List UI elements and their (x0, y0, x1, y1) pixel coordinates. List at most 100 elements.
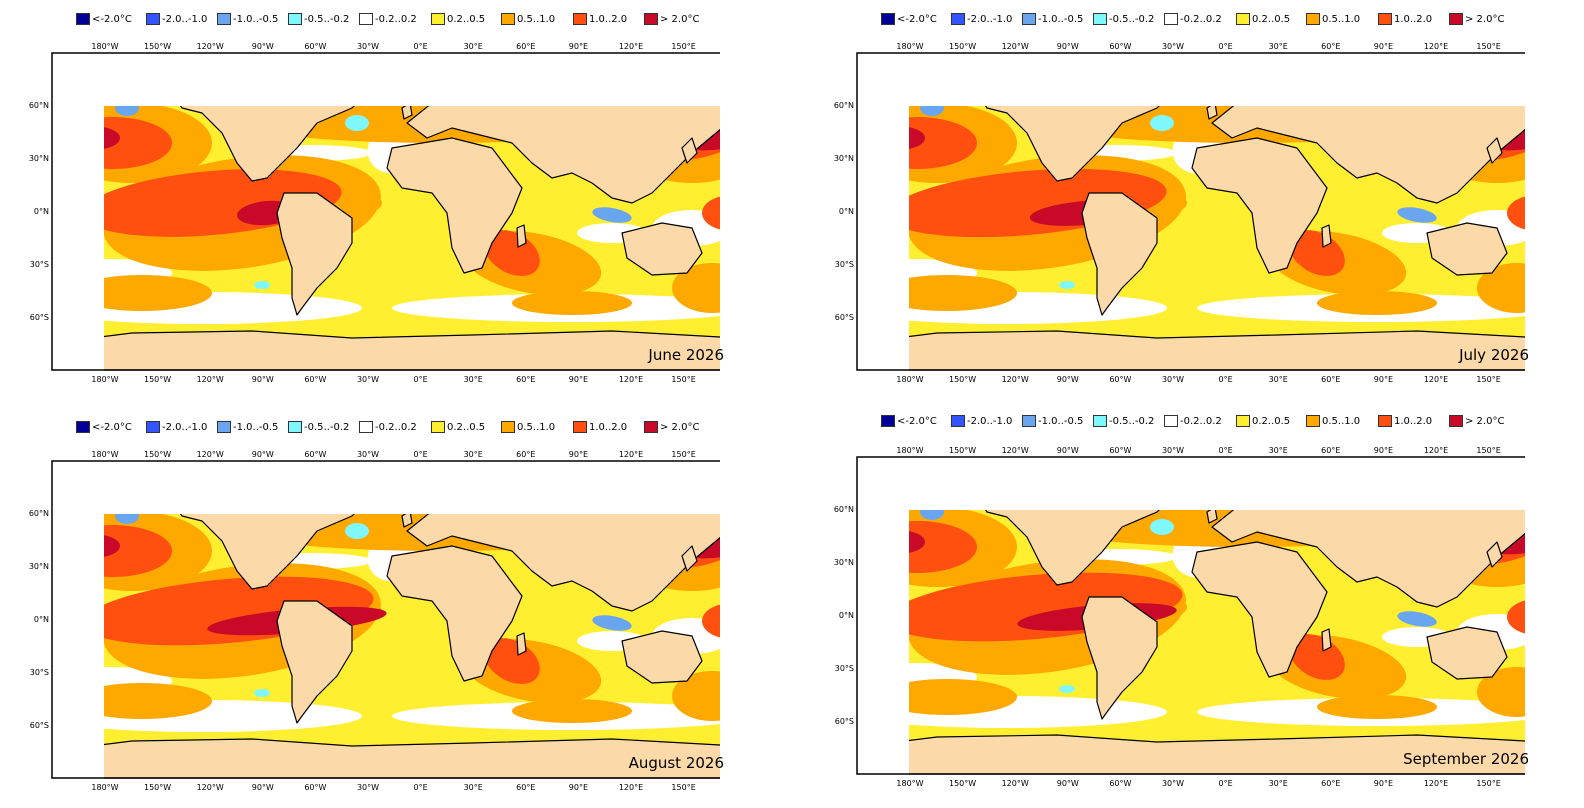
lat-tick-left: 60°S (30, 721, 49, 730)
lon-tick-bottom: 30°W (357, 783, 379, 792)
legend-swatch (1378, 415, 1392, 427)
hot-anomaly (1157, 71, 1397, 91)
lon-tick-bottom: 150°W (144, 783, 171, 792)
legend-swatch (217, 13, 231, 25)
legend-label: <-2.0°C (897, 14, 937, 25)
legend-label: <-2.0°C (92, 422, 132, 433)
slightly-cool-anomaly (1059, 685, 1075, 693)
legend-label: -1.0..-0.5 (233, 422, 279, 433)
lon-tick-bottom: 120°W (1002, 375, 1029, 384)
lon-tick-top: 60°W (304, 450, 326, 459)
hot-anomaly (1507, 196, 1525, 230)
lon-tick-top: 180°W (91, 42, 118, 51)
map-panel-june: <-2.0°C -2.0..-1.0 -1.0..-0.5 -0.5..-0.2 -0.… (0, 0, 724, 400)
month-label: August 2026 (628, 754, 724, 772)
lon-tick-top: 30°W (1162, 42, 1184, 51)
lon-tick-top: 60°W (1109, 446, 1131, 455)
land-north-america (984, 106, 1160, 182)
slightly-cool-anomaly (345, 523, 369, 539)
land-madagascar (516, 224, 527, 248)
map-frame (856, 52, 1525, 371)
land-antarctica (104, 738, 720, 779)
legend-label: 1.0..2.0 (1394, 14, 1433, 25)
map-panel-september: <-2.0°C -2.0..-1.0 -1.0..-0.5 -0.5..-0.2 -0.… (805, 404, 1529, 804)
land-madagascar (516, 632, 527, 656)
map-frame (51, 460, 720, 779)
legend-label: 1.0..2.0 (589, 422, 628, 433)
lon-tick-bottom: 120°E (1424, 779, 1448, 788)
legend-swatch (501, 421, 515, 433)
lon-tick-bottom: 0°E (414, 375, 428, 384)
lon-tick-bottom: 150°W (949, 779, 976, 788)
lon-tick-bottom: 60°W (1109, 779, 1131, 788)
month-label: September 2026 (1403, 750, 1529, 768)
legend-swatch (146, 13, 160, 25)
warm-anomaly (672, 671, 720, 721)
legend-swatch (359, 13, 373, 25)
legend-label: 0.5..1.0 (1322, 14, 1361, 25)
cool-anomaly (1397, 207, 1437, 223)
legend-swatch (1022, 13, 1036, 25)
lon-tick-bottom: 120°E (619, 783, 643, 792)
lon-tick-bottom: 30°W (357, 375, 379, 384)
lon-tick-bottom: 0°E (1219, 375, 1233, 384)
land-south-america (1081, 192, 1158, 316)
legend-swatch (573, 13, 587, 25)
lon-tick-bottom: 180°W (91, 783, 118, 792)
lon-tick-bottom: 60°E (1321, 375, 1340, 384)
map-body (104, 514, 720, 779)
lon-tick-bottom: 120°W (197, 783, 224, 792)
lon-tick-bottom: 60°W (1109, 375, 1131, 384)
warm-anomaly (1317, 291, 1437, 315)
lon-tick-top: 120°W (1002, 42, 1029, 51)
sst-anomaly-map: 180°W 180°W 150°W 150°W 120°W 120°W 90°W 90°W 60… (29, 450, 720, 792)
legend-label: 1.0..2.0 (589, 14, 628, 25)
lon-tick-top: 120°E (619, 450, 643, 459)
legend-swatch (644, 421, 658, 433)
lon-tick-bottom: 30°E (464, 375, 483, 384)
cool-anomaly (592, 207, 632, 223)
lon-tick-top: 30°E (464, 450, 483, 459)
land-antarctica (104, 330, 720, 371)
very-hot-anomaly (104, 127, 120, 149)
warm-anomaly (909, 679, 1017, 715)
land-britain (401, 514, 413, 528)
legend-label: 0.5..1.0 (517, 14, 556, 25)
legend-swatch (1306, 415, 1320, 427)
slightly-cool-anomaly (254, 689, 270, 697)
legend-label: > 2.0°C (1465, 14, 1505, 25)
map-frame (856, 456, 1525, 775)
lon-tick-top: 120°W (1002, 446, 1029, 455)
lon-tick-top: 90°W (1057, 446, 1079, 455)
cool-anomaly (115, 514, 139, 524)
land-antarctica (909, 330, 1525, 371)
lat-tick-left: 30°N (834, 154, 854, 163)
legend-swatch (431, 421, 445, 433)
legend-label: -1.0..-0.5 (233, 14, 279, 25)
legend-swatch (76, 13, 90, 25)
legend-label: -1.0..-0.5 (1038, 14, 1084, 25)
lon-tick-top: 120°E (1424, 446, 1448, 455)
cool-anomaly (592, 615, 632, 631)
legend-label: > 2.0°C (660, 422, 700, 433)
lat-tick-left: 30°N (29, 154, 49, 163)
hot-anomaly (1157, 475, 1397, 495)
lat-tick-left: 0°N (34, 615, 49, 624)
lon-tick-top: 90°W (252, 42, 274, 51)
legend-label: -2.0..-1.0 (162, 422, 208, 433)
lat-tick-left: 60°S (835, 313, 854, 322)
land-south-america (276, 192, 353, 316)
legend-swatch (1022, 415, 1036, 427)
warm-anomaly (104, 683, 212, 719)
warm-anomaly (104, 275, 212, 311)
legend-swatch (217, 421, 231, 433)
lat-tick-left: 30°S (835, 260, 854, 269)
lon-tick-bottom: 180°W (896, 375, 923, 384)
legend-swatch (1164, 13, 1178, 25)
lon-tick-top: 60°W (1109, 42, 1131, 51)
color-legend: <-2.0°C -2.0..-1.0 -1.0..-0.5 -0.5..-0.2 -0.… (881, 414, 1521, 430)
legend-swatch (288, 421, 302, 433)
warm-anomaly (1477, 263, 1525, 313)
lon-tick-top: 30°E (464, 42, 483, 51)
lat-tick-left: 60°N (834, 505, 854, 514)
